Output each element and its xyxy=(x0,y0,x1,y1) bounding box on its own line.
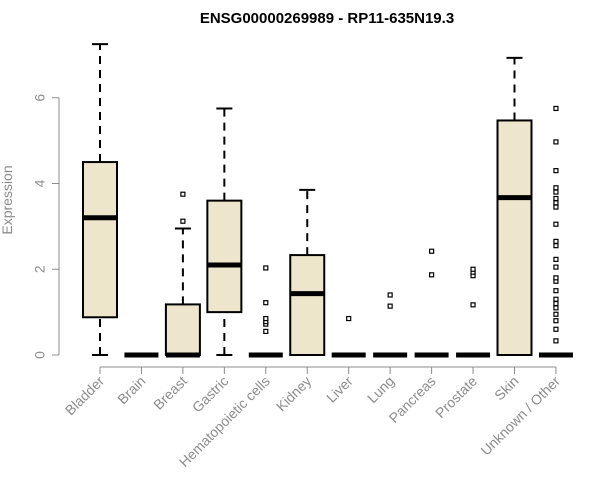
outlier-point xyxy=(470,266,476,272)
y-tick-label: 6 xyxy=(32,94,48,102)
outlier-point xyxy=(429,272,435,278)
y-tick-label: 2 xyxy=(32,265,48,273)
outlier-point xyxy=(470,302,476,308)
outlier-point xyxy=(429,248,435,254)
box-iqr xyxy=(82,161,118,319)
outlier-point xyxy=(553,318,559,324)
outlier-point xyxy=(553,326,559,332)
category-label: Unknown / Other xyxy=(477,373,563,459)
box-lung xyxy=(373,292,408,358)
y-axis: 0 2 4 6 xyxy=(32,94,60,359)
outlier-point xyxy=(553,204,559,210)
outlier-point xyxy=(553,243,559,249)
y-tick-label: 0 xyxy=(32,351,48,359)
box-iqr xyxy=(206,199,243,314)
y-tick-label: 4 xyxy=(32,179,48,187)
outlier-point xyxy=(553,305,559,311)
outlier-point xyxy=(180,218,186,224)
outlier-point xyxy=(263,265,269,271)
outlier-point xyxy=(553,168,559,174)
outlier-point xyxy=(553,311,559,317)
boxes-group xyxy=(82,43,573,358)
outlier-point xyxy=(553,105,559,112)
outlier-point xyxy=(263,328,269,335)
outlier-point xyxy=(553,296,559,302)
box-liver xyxy=(331,315,366,358)
outlier-point xyxy=(553,238,559,244)
category-label: Kidney xyxy=(273,373,315,415)
chart-title: ENSG00000269989 - RP11-635N19.3 xyxy=(200,10,454,27)
category-label: Lung xyxy=(364,373,397,406)
box-iqr xyxy=(496,119,533,356)
box-skin xyxy=(496,56,533,356)
outlier-point xyxy=(387,303,393,309)
box-iqr xyxy=(164,303,201,357)
box-iqr xyxy=(289,254,326,356)
box-gastric xyxy=(206,107,243,356)
outlier-point xyxy=(180,191,186,197)
outlier-point xyxy=(553,195,559,202)
box-bladder xyxy=(82,43,118,356)
outlier-point xyxy=(553,139,559,145)
outlier-point xyxy=(553,185,559,191)
box-prostate xyxy=(456,266,491,358)
outlier-point xyxy=(387,292,393,298)
category-label: Brain xyxy=(114,373,148,407)
outlier-point xyxy=(553,338,559,344)
outlier-point xyxy=(346,315,352,322)
outlier-point xyxy=(553,256,559,262)
outlier-point xyxy=(263,300,269,306)
category-label: Liver xyxy=(323,373,356,406)
outlier-point xyxy=(553,189,559,195)
category-label: Prostate xyxy=(432,373,480,421)
box-breast xyxy=(164,191,201,358)
outlier-point xyxy=(553,275,559,281)
box-kidney xyxy=(289,188,326,356)
outlier-point xyxy=(553,300,559,307)
category-label: Breast xyxy=(150,373,190,413)
category-label: Bladder xyxy=(62,373,108,419)
box-unknown-other xyxy=(538,105,573,358)
box-pancreas xyxy=(414,248,449,358)
outlier-point xyxy=(553,288,559,294)
category-label: Skin xyxy=(491,373,522,404)
y-axis-label: Expression xyxy=(0,165,15,234)
outlier-point xyxy=(553,264,559,270)
outlier-point xyxy=(553,200,559,206)
outlier-point xyxy=(263,315,269,322)
outlier-point xyxy=(553,221,559,227)
box-hematopoietic-cells xyxy=(248,265,283,358)
